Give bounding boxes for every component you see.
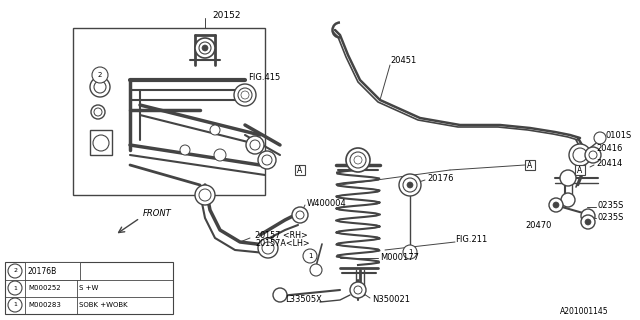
Circle shape [262, 242, 274, 254]
Circle shape [214, 149, 226, 161]
Bar [295, 165, 305, 175]
Circle shape [250, 140, 260, 150]
Text: FIG.415: FIG.415 [248, 73, 280, 82]
Text: 20176B: 20176B [27, 267, 56, 276]
Bar [25, 262, 80, 280]
Circle shape [346, 148, 370, 172]
Circle shape [93, 135, 109, 151]
Circle shape [246, 136, 264, 154]
Circle shape [350, 282, 366, 298]
Text: M000177: M000177 [380, 253, 419, 262]
Circle shape [8, 264, 22, 278]
Text: FIG.211: FIG.211 [455, 236, 487, 244]
Circle shape [202, 45, 208, 51]
Text: 1: 1 [308, 253, 312, 259]
Circle shape [91, 105, 105, 119]
Circle shape [258, 151, 276, 169]
Circle shape [8, 298, 22, 312]
Circle shape [199, 189, 211, 201]
Text: 20416: 20416 [596, 143, 622, 153]
Circle shape [310, 264, 322, 276]
Circle shape [585, 219, 591, 225]
Text: 20414: 20414 [596, 158, 622, 167]
Text: W400004: W400004 [307, 198, 347, 207]
Circle shape [210, 125, 220, 135]
Text: 20152: 20152 [212, 11, 241, 20]
Text: L33505X: L33505X [285, 295, 322, 305]
Text: FRONT: FRONT [143, 209, 172, 218]
Circle shape [350, 152, 366, 168]
Circle shape [273, 288, 287, 302]
Circle shape [561, 193, 575, 207]
Text: 1: 1 [408, 249, 412, 255]
Bar [525, 160, 535, 170]
Text: 20451: 20451 [390, 55, 416, 65]
Text: 2: 2 [13, 268, 17, 274]
Circle shape [594, 132, 606, 144]
Circle shape [180, 145, 190, 155]
Circle shape [292, 207, 308, 223]
Circle shape [403, 178, 417, 192]
Circle shape [589, 151, 597, 159]
Circle shape [585, 147, 601, 163]
Circle shape [94, 81, 106, 93]
Circle shape [553, 202, 559, 208]
Text: 2: 2 [98, 72, 102, 78]
Text: 0235S: 0235S [597, 202, 623, 211]
Circle shape [303, 249, 317, 263]
Text: A: A [298, 165, 303, 174]
Circle shape [296, 211, 304, 219]
Text: M000252: M000252 [28, 285, 61, 291]
Circle shape [262, 155, 272, 165]
Text: 20157 <RH>: 20157 <RH> [255, 230, 308, 239]
Text: N350021: N350021 [372, 295, 410, 305]
Circle shape [90, 77, 110, 97]
Circle shape [195, 185, 215, 205]
Text: SOBK +WOBK: SOBK +WOBK [79, 302, 127, 308]
Circle shape [581, 215, 595, 229]
Circle shape [94, 108, 102, 116]
Circle shape [403, 245, 417, 259]
Text: M000283: M000283 [28, 302, 61, 308]
Circle shape [258, 238, 278, 258]
Circle shape [569, 144, 591, 166]
Text: S +W: S +W [79, 285, 99, 291]
Text: 20157A<LH>: 20157A<LH> [255, 239, 310, 249]
Circle shape [581, 209, 595, 223]
Circle shape [234, 84, 256, 106]
Circle shape [560, 170, 576, 186]
Text: 20176: 20176 [427, 173, 454, 182]
Bar [90, 130, 112, 155]
Text: 20470: 20470 [525, 220, 552, 229]
Bar [5, 262, 173, 314]
Text: A: A [527, 161, 532, 170]
Circle shape [8, 281, 22, 295]
Bar [575, 165, 585, 175]
Circle shape [354, 156, 362, 164]
Text: 1: 1 [13, 302, 17, 308]
Text: A: A [577, 165, 582, 174]
Circle shape [549, 198, 563, 212]
Circle shape [241, 91, 249, 99]
Circle shape [195, 38, 215, 58]
Text: 0235S: 0235S [597, 213, 623, 222]
Bar [73, 28, 265, 195]
Circle shape [92, 67, 108, 83]
Circle shape [199, 42, 211, 54]
Text: 1: 1 [13, 285, 17, 291]
Circle shape [354, 286, 362, 294]
Text: A201001145: A201001145 [560, 308, 609, 316]
Circle shape [399, 174, 421, 196]
Text: 0101S: 0101S [606, 131, 632, 140]
Circle shape [238, 88, 252, 102]
Circle shape [573, 148, 587, 162]
Circle shape [407, 182, 413, 188]
